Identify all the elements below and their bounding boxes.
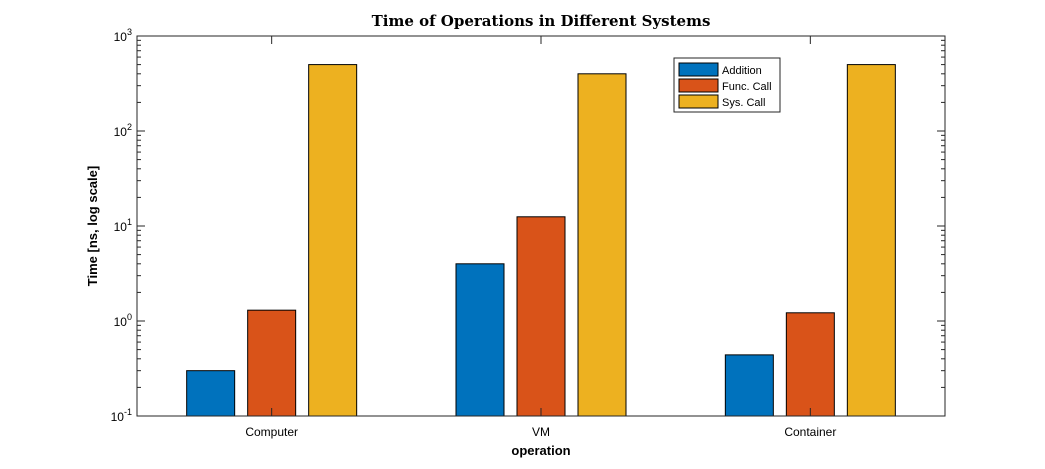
legend-swatch [678,94,719,109]
bar-sys-call-container [846,64,896,417]
bar-func-call-vm [516,216,566,417]
legend-entry-label: Addition [722,65,762,77]
y-tick-label: 101 [114,217,132,234]
y-tick-label: 102 [114,122,132,139]
y-tick-label: 103 [114,27,132,44]
bar-addition-container [724,354,774,417]
chart-title: Time of Operations in Different Systems [372,12,711,30]
legend-swatch [678,78,719,93]
x-axis-label: operation [511,443,570,458]
legend: Addition Func. Call Sys. Call [673,57,781,113]
legend-entry-label: Func. Call [722,81,772,93]
x-tick-label: Computer [245,425,298,439]
y-tick-label: 100 [114,312,132,329]
bar-addition-computer [186,370,236,417]
bar-sys-call-computer [308,64,358,417]
bar-func-call-container [785,312,835,417]
bar-func-call-computer [247,309,297,417]
y-axis: 10-1 100 101 102 103 [111,27,945,424]
bar-addition-vm [455,263,505,417]
x-tick-label: Container [784,425,836,439]
bars-group [186,64,896,417]
y-tick-label: 10-1 [111,407,132,424]
y-axis-label: Time [ns, log scale] [85,166,100,286]
legend-swatch [678,62,719,77]
x-axis: Computer VM Container [245,36,836,439]
bar-sys-call-vm [577,73,627,417]
legend-entry-label: Sys. Call [722,97,765,109]
x-tick-label: VM [532,425,550,439]
